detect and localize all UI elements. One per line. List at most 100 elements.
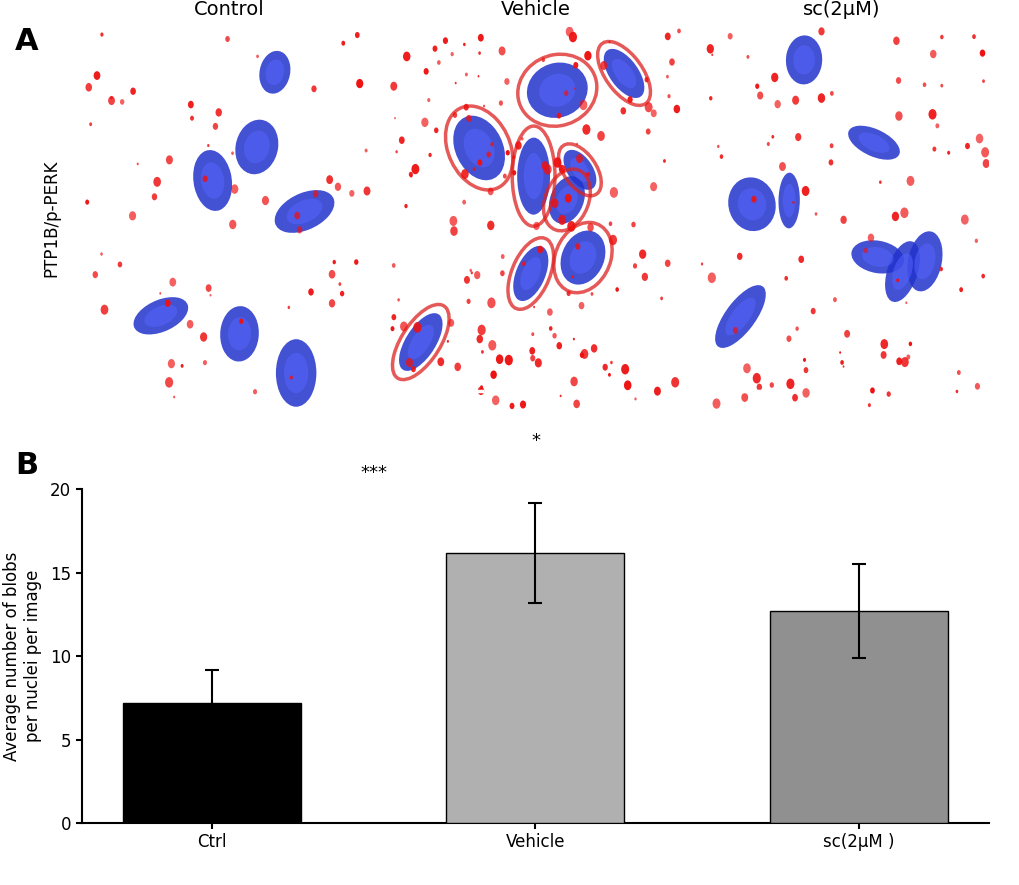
Text: B: B bbox=[15, 451, 39, 481]
Ellipse shape bbox=[590, 292, 593, 296]
Ellipse shape bbox=[552, 333, 556, 339]
Ellipse shape bbox=[530, 355, 535, 361]
Ellipse shape bbox=[390, 327, 394, 331]
Ellipse shape bbox=[584, 51, 591, 60]
Ellipse shape bbox=[562, 150, 596, 190]
Ellipse shape bbox=[464, 128, 494, 167]
Ellipse shape bbox=[578, 302, 584, 310]
Ellipse shape bbox=[712, 398, 719, 409]
Ellipse shape bbox=[565, 194, 571, 203]
Ellipse shape bbox=[659, 296, 662, 300]
Ellipse shape bbox=[896, 279, 899, 282]
Ellipse shape bbox=[607, 41, 610, 43]
Ellipse shape bbox=[786, 335, 791, 342]
Ellipse shape bbox=[645, 128, 650, 135]
Ellipse shape bbox=[423, 68, 428, 74]
Ellipse shape bbox=[411, 366, 416, 373]
Y-axis label: Average number of blobs
per nuclei per image: Average number of blobs per nuclei per i… bbox=[3, 551, 42, 761]
Ellipse shape bbox=[406, 358, 413, 367]
Ellipse shape bbox=[560, 230, 605, 285]
Ellipse shape bbox=[574, 88, 576, 89]
Ellipse shape bbox=[716, 145, 718, 148]
Ellipse shape bbox=[477, 387, 484, 395]
Ellipse shape bbox=[931, 147, 935, 151]
Ellipse shape bbox=[631, 222, 635, 227]
Ellipse shape bbox=[120, 99, 124, 104]
Ellipse shape bbox=[608, 221, 611, 226]
Text: *: * bbox=[531, 432, 539, 450]
Ellipse shape bbox=[668, 58, 675, 65]
Ellipse shape bbox=[556, 342, 561, 350]
Ellipse shape bbox=[101, 304, 108, 315]
Ellipse shape bbox=[803, 367, 807, 373]
Ellipse shape bbox=[627, 96, 632, 103]
Ellipse shape bbox=[567, 221, 575, 232]
Ellipse shape bbox=[938, 266, 942, 272]
Ellipse shape bbox=[555, 186, 577, 214]
Ellipse shape bbox=[409, 172, 413, 177]
Ellipse shape bbox=[974, 239, 977, 243]
Ellipse shape bbox=[665, 75, 668, 79]
Ellipse shape bbox=[974, 383, 979, 389]
Ellipse shape bbox=[861, 247, 893, 267]
Ellipse shape bbox=[447, 319, 453, 327]
Ellipse shape bbox=[235, 119, 278, 174]
Ellipse shape bbox=[706, 44, 713, 54]
Ellipse shape bbox=[262, 196, 269, 205]
Ellipse shape bbox=[770, 73, 777, 82]
Ellipse shape bbox=[607, 373, 610, 377]
Ellipse shape bbox=[229, 219, 236, 229]
Ellipse shape bbox=[829, 91, 833, 96]
Ellipse shape bbox=[238, 319, 244, 324]
Ellipse shape bbox=[159, 292, 161, 295]
Ellipse shape bbox=[644, 102, 652, 112]
Ellipse shape bbox=[364, 149, 367, 152]
Ellipse shape bbox=[437, 358, 443, 366]
Ellipse shape bbox=[408, 325, 433, 359]
Ellipse shape bbox=[741, 393, 747, 402]
Ellipse shape bbox=[520, 257, 541, 290]
Ellipse shape bbox=[979, 50, 984, 57]
Ellipse shape bbox=[348, 190, 354, 196]
Ellipse shape bbox=[130, 88, 136, 95]
Ellipse shape bbox=[390, 81, 396, 91]
Ellipse shape bbox=[700, 263, 702, 266]
Ellipse shape bbox=[958, 287, 962, 292]
Ellipse shape bbox=[436, 60, 440, 65]
Ellipse shape bbox=[940, 84, 943, 88]
Ellipse shape bbox=[227, 317, 251, 350]
Ellipse shape bbox=[512, 170, 516, 175]
Ellipse shape bbox=[736, 253, 742, 260]
Ellipse shape bbox=[537, 246, 543, 253]
Ellipse shape bbox=[777, 173, 799, 228]
Ellipse shape bbox=[756, 383, 761, 390]
Ellipse shape bbox=[677, 28, 680, 34]
Ellipse shape bbox=[478, 51, 480, 55]
Ellipse shape bbox=[840, 360, 843, 365]
Ellipse shape bbox=[190, 116, 194, 120]
Ellipse shape bbox=[981, 80, 984, 83]
Ellipse shape bbox=[580, 349, 588, 359]
Ellipse shape bbox=[609, 187, 618, 198]
Ellipse shape bbox=[328, 270, 335, 279]
Ellipse shape bbox=[886, 391, 890, 396]
Ellipse shape bbox=[664, 259, 669, 267]
Ellipse shape bbox=[452, 116, 504, 181]
Ellipse shape bbox=[541, 58, 544, 62]
Ellipse shape bbox=[253, 389, 257, 395]
Ellipse shape bbox=[754, 83, 758, 89]
Ellipse shape bbox=[641, 273, 647, 281]
Ellipse shape bbox=[490, 142, 493, 147]
Ellipse shape bbox=[828, 143, 833, 148]
Ellipse shape bbox=[152, 193, 157, 200]
Ellipse shape bbox=[564, 90, 568, 96]
Ellipse shape bbox=[644, 77, 648, 82]
Ellipse shape bbox=[602, 364, 607, 371]
Ellipse shape bbox=[487, 188, 493, 196]
Ellipse shape bbox=[533, 306, 535, 308]
Ellipse shape bbox=[576, 154, 583, 163]
Bar bbox=[122, 703, 301, 823]
Ellipse shape bbox=[541, 161, 548, 170]
Ellipse shape bbox=[980, 147, 988, 158]
Ellipse shape bbox=[770, 135, 773, 139]
